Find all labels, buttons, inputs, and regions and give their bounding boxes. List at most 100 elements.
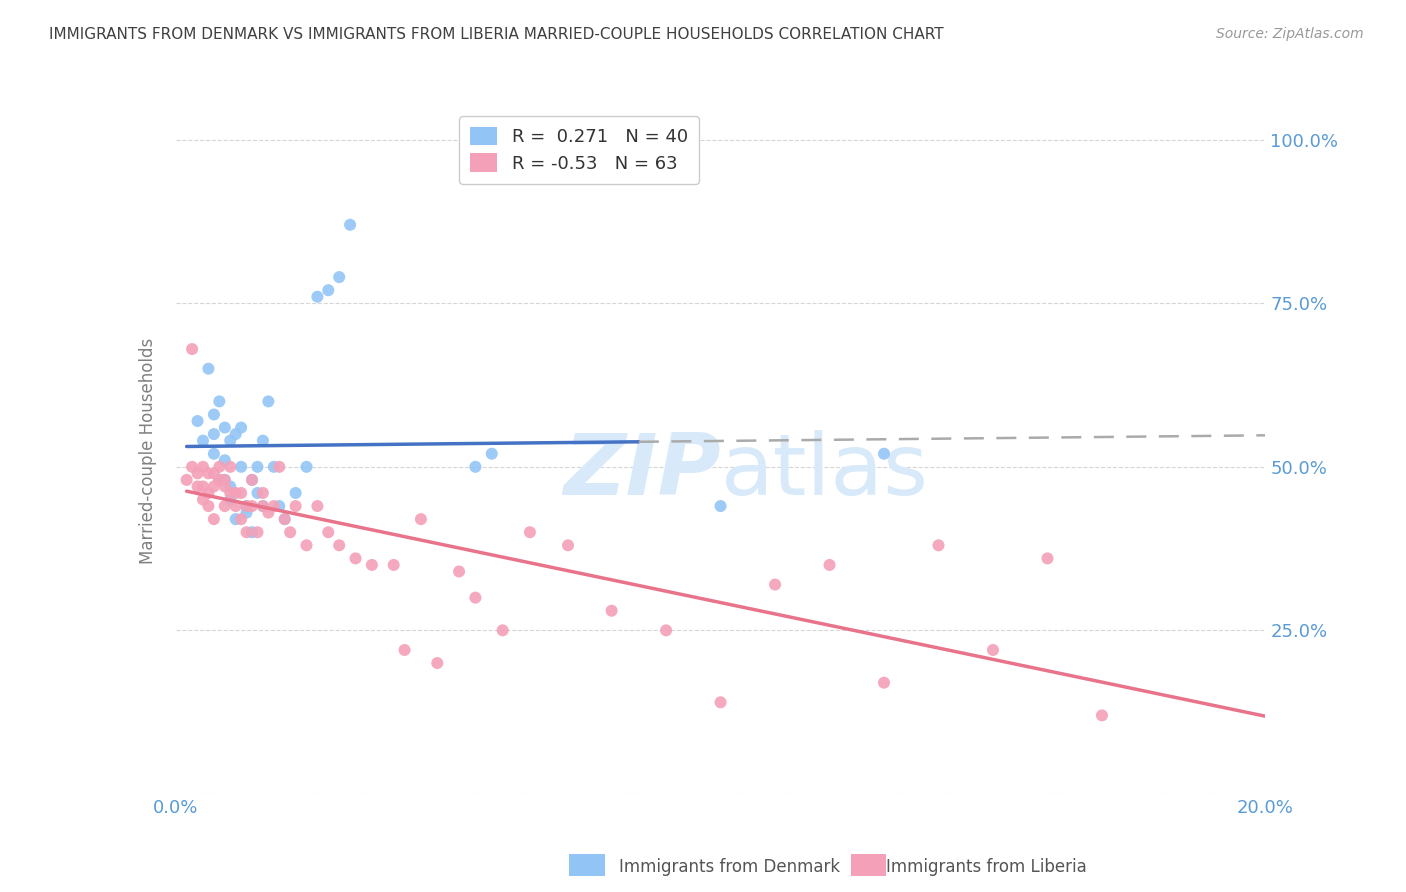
Point: [873, 447, 896, 461]
Point: [181, 459, 204, 474]
Point: [252, 499, 274, 513]
Point: [344, 551, 367, 566]
Point: [240, 473, 263, 487]
Point: [252, 486, 274, 500]
Point: [278, 525, 301, 540]
Point: [208, 473, 231, 487]
Point: [257, 394, 280, 409]
Point: [181, 342, 204, 356]
Point: [202, 467, 225, 481]
Point: [557, 538, 579, 552]
Point: [240, 525, 263, 540]
Point: [318, 283, 340, 297]
Point: [214, 453, 236, 467]
Point: [328, 270, 350, 285]
Point: [231, 459, 253, 474]
Point: [295, 459, 318, 474]
Point: [481, 447, 503, 461]
Point: [231, 420, 253, 434]
Point: [274, 512, 297, 526]
Point: [214, 473, 236, 487]
Point: [1036, 551, 1059, 566]
Point: [231, 486, 253, 500]
Point: [176, 473, 198, 487]
Point: [263, 499, 285, 513]
Point: [873, 675, 896, 690]
Point: [225, 427, 247, 442]
Point: [360, 558, 382, 572]
Point: [208, 459, 231, 474]
Point: [214, 420, 236, 434]
Point: [257, 506, 280, 520]
Point: [197, 467, 219, 481]
Point: [928, 538, 950, 552]
Point: [208, 473, 231, 487]
Point: [214, 473, 236, 487]
Point: [252, 434, 274, 448]
Text: Source: ZipAtlas.com: Source: ZipAtlas.com: [1216, 27, 1364, 41]
Point: [710, 499, 733, 513]
Point: [202, 447, 225, 461]
Point: [240, 473, 263, 487]
Text: ZIP: ZIP: [562, 430, 721, 513]
Point: [197, 499, 219, 513]
Point: [225, 499, 247, 513]
Point: [214, 479, 236, 493]
Point: [328, 538, 350, 552]
Point: [231, 512, 253, 526]
Point: [339, 218, 361, 232]
Y-axis label: Married-couple Households: Married-couple Households: [139, 337, 157, 564]
Point: [600, 604, 623, 618]
Point: [464, 591, 486, 605]
Point: [197, 361, 219, 376]
Point: [235, 525, 257, 540]
Point: [246, 525, 269, 540]
Point: [464, 459, 486, 474]
Point: [274, 512, 297, 526]
Point: [219, 486, 242, 500]
Point: [219, 479, 242, 493]
Point: [492, 624, 515, 638]
Point: [202, 479, 225, 493]
Text: atlas: atlas: [721, 430, 928, 513]
Point: [295, 538, 318, 552]
Point: [191, 434, 214, 448]
Point: [394, 643, 416, 657]
Point: [202, 408, 225, 422]
Point: [710, 695, 733, 709]
Point: [208, 394, 231, 409]
Point: [252, 499, 274, 513]
Point: [225, 512, 247, 526]
Text: IMMIGRANTS FROM DENMARK VS IMMIGRANTS FROM LIBERIA MARRIED-COUPLE HOUSEHOLDS COR: IMMIGRANTS FROM DENMARK VS IMMIGRANTS FR…: [49, 27, 943, 42]
Point: [426, 656, 449, 670]
Point: [197, 486, 219, 500]
Point: [191, 459, 214, 474]
Point: [1091, 708, 1114, 723]
Point: [225, 486, 247, 500]
Point: [655, 624, 678, 638]
Point: [307, 499, 329, 513]
Point: [284, 499, 307, 513]
Point: [246, 459, 269, 474]
Point: [235, 499, 257, 513]
Point: [219, 434, 242, 448]
Point: [263, 459, 285, 474]
Point: [186, 467, 209, 481]
Point: [235, 499, 257, 513]
Point: [219, 492, 242, 507]
Point: [269, 499, 291, 513]
Point: [214, 499, 236, 513]
Point: [246, 486, 269, 500]
Point: [981, 643, 1004, 657]
Text: Immigrants from Liberia: Immigrants from Liberia: [886, 858, 1087, 876]
Point: [186, 414, 209, 428]
Point: [219, 459, 242, 474]
Point: [240, 499, 263, 513]
Point: [447, 565, 470, 579]
Point: [202, 427, 225, 442]
Point: [409, 512, 432, 526]
Point: [318, 525, 340, 540]
Point: [191, 492, 214, 507]
Legend: R =  0.271   N = 40, R = -0.53   N = 63: R = 0.271 N = 40, R = -0.53 N = 63: [460, 116, 699, 184]
Point: [307, 290, 329, 304]
